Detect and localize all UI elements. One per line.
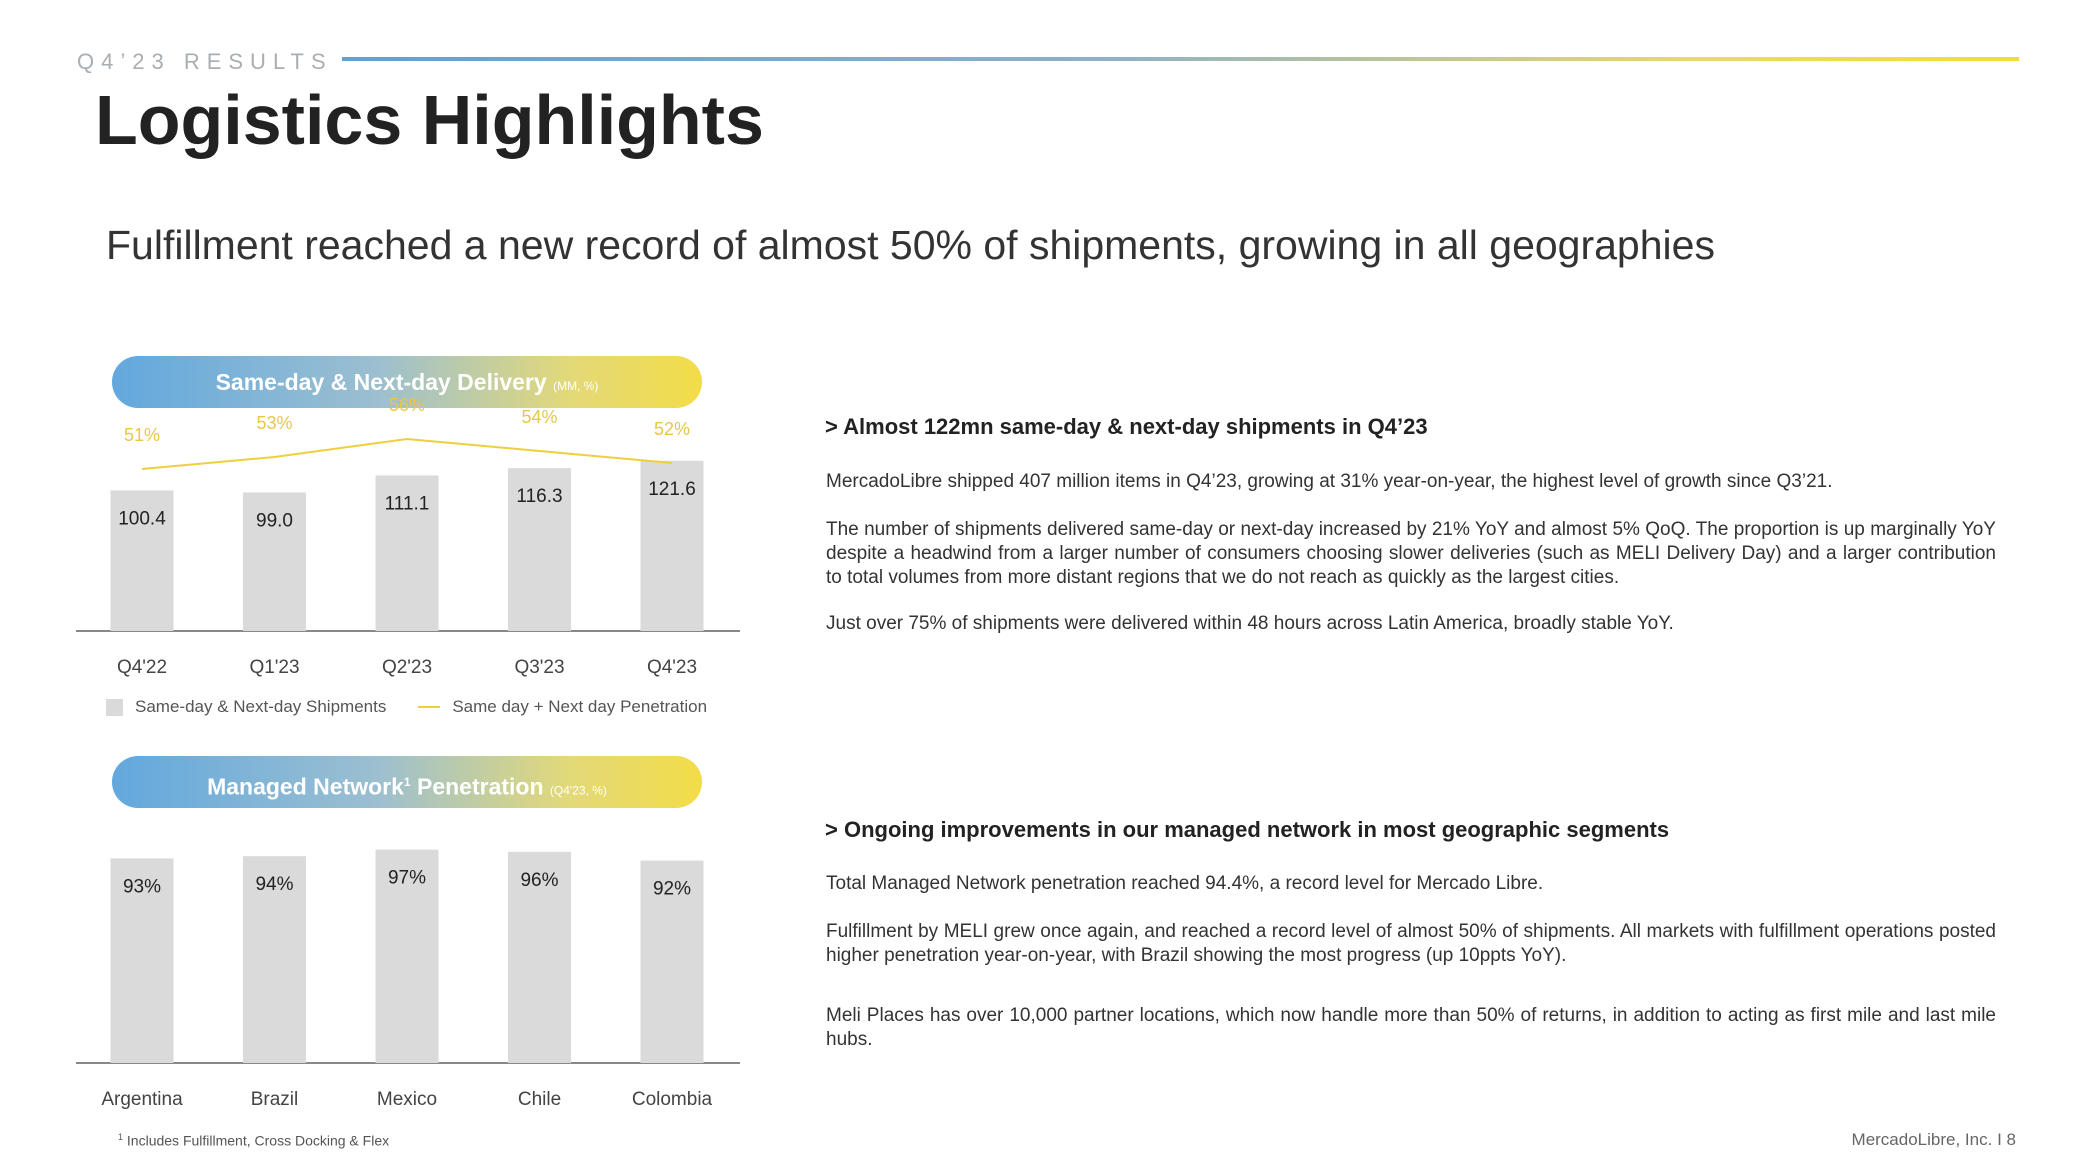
section1-paragraph-3: Just over 75% of shipments were delivere…: [826, 613, 1674, 634]
managed-network-chart: 93% Argentina 94% Brazil 97% Mexico 96% Chile 92…: [76, 849, 740, 1110]
bar: [110, 858, 174, 1063]
chart2-title-pill: Managed Network1 Penetration (Q4'23, %): [112, 756, 702, 808]
bar: [243, 856, 306, 1063]
page-footer: MercadoLibre, Inc. I 8: [1852, 1130, 2016, 1150]
bar: [640, 460, 704, 631]
x-tick-label: Q4'23: [647, 657, 697, 678]
bar: [508, 851, 571, 1063]
line-value-label: 52%: [654, 419, 690, 439]
bar-value-label: 93%: [123, 876, 161, 897]
bar-value-label: 99.0: [256, 510, 293, 531]
bar-value-label: 100.4: [118, 508, 166, 529]
footnote-marker: 1: [118, 1132, 124, 1142]
section1-paragraph-1: MercadoLibre shipped 407 million items i…: [826, 471, 1833, 492]
x-tick-label: Q3'23: [514, 657, 564, 678]
bar-value-label: 94%: [255, 874, 293, 895]
footnote: 1 Includes Fulfillment, Cross Docking & …: [118, 1132, 389, 1149]
x-tick-label: Argentina: [101, 1089, 183, 1110]
bar: [508, 468, 571, 631]
chart2-title-footnote-marker: 1: [403, 775, 411, 789]
legend-bar-swatch: [106, 698, 123, 716]
x-tick-label: Q2'23: [382, 657, 432, 678]
x-tick-label: Q1'23: [249, 657, 299, 678]
x-tick-label: Mexico: [377, 1089, 437, 1110]
bar: [375, 475, 439, 631]
section2-paragraph-3: Meli Places has over 10,000 partner loca…: [826, 1005, 1996, 1050]
section1-paragraph-2: The number of shipments delivered same-d…: [826, 519, 1996, 588]
bar: [640, 860, 704, 1063]
bar-value-label: 96%: [520, 870, 558, 891]
bar-value-label: 121.6: [648, 479, 696, 500]
section1-heading: > Almost 122mn same-day & next-day shipm…: [825, 414, 1428, 439]
x-tick-label: Q4'22: [117, 657, 167, 678]
line-value-label: 54%: [521, 407, 557, 427]
bar-value-label: 97%: [388, 868, 426, 889]
section2-paragraph-1: Total Managed Network penetration reache…: [826, 873, 1544, 894]
bar: [110, 490, 174, 631]
chart2-title-suffix: Penetration: [417, 773, 544, 800]
footnote-text: Includes Fulfillment, Cross Docking & Fl…: [126, 1132, 390, 1149]
chart1-unit: (MM, %): [553, 379, 599, 393]
bar-value-label: 92%: [653, 879, 691, 900]
section2-heading: > Ongoing improvements in our managed ne…: [825, 817, 1670, 842]
footer-separator: I: [1997, 1130, 2002, 1149]
footer-company: MercadoLibre, Inc.: [1851, 1130, 1993, 1149]
bar: [243, 492, 306, 631]
page-title: Logistics Highlights: [95, 81, 764, 159]
legend-line-swatch: [418, 706, 441, 708]
section2-paragraph-2: Fulfillment by MELI grew once again, and…: [826, 921, 1996, 966]
chart1-legend: Same-day & Next-day Shipments Same day +…: [106, 697, 707, 717]
line-value-label: 56%: [389, 395, 425, 415]
legend-line-label: Same day + Next day Penetration: [452, 697, 708, 716]
x-tick-label: Brazil: [251, 1089, 299, 1110]
chart1-title-pill: Same-day & Next-day Delivery (MM, %): [112, 356, 702, 408]
page-subtitle: Fulfillment reached a new record of almo…: [106, 222, 1715, 268]
chart2-title: Managed Network: [207, 773, 404, 800]
line-value-label: 53%: [256, 413, 292, 433]
delivery-chart: 100.4 Q4'22 99.0 Q1'23 111.1 Q2'23 116.3 Q3'23 1…: [76, 395, 740, 678]
eyebrow-divider: [342, 57, 2019, 61]
chart2-unit: (Q4'23, %): [549, 783, 607, 798]
page-number: 8: [2006, 1130, 2016, 1149]
penetration-line: [141, 437, 673, 470]
x-tick-label: Colombia: [632, 1089, 713, 1110]
bar: [375, 849, 439, 1063]
section-eyebrow: Q4’23 RESULTS: [77, 49, 333, 74]
bar-value-label: 116.3: [516, 486, 562, 507]
bar-value-label: 111.1: [385, 493, 430, 514]
line-value-label: 51%: [124, 425, 160, 445]
x-tick-label: Chile: [518, 1089, 561, 1110]
legend-bar-label: Same-day & Next-day Shipments: [135, 697, 387, 716]
chart1-title: Same-day & Next-day Delivery: [215, 369, 547, 395]
